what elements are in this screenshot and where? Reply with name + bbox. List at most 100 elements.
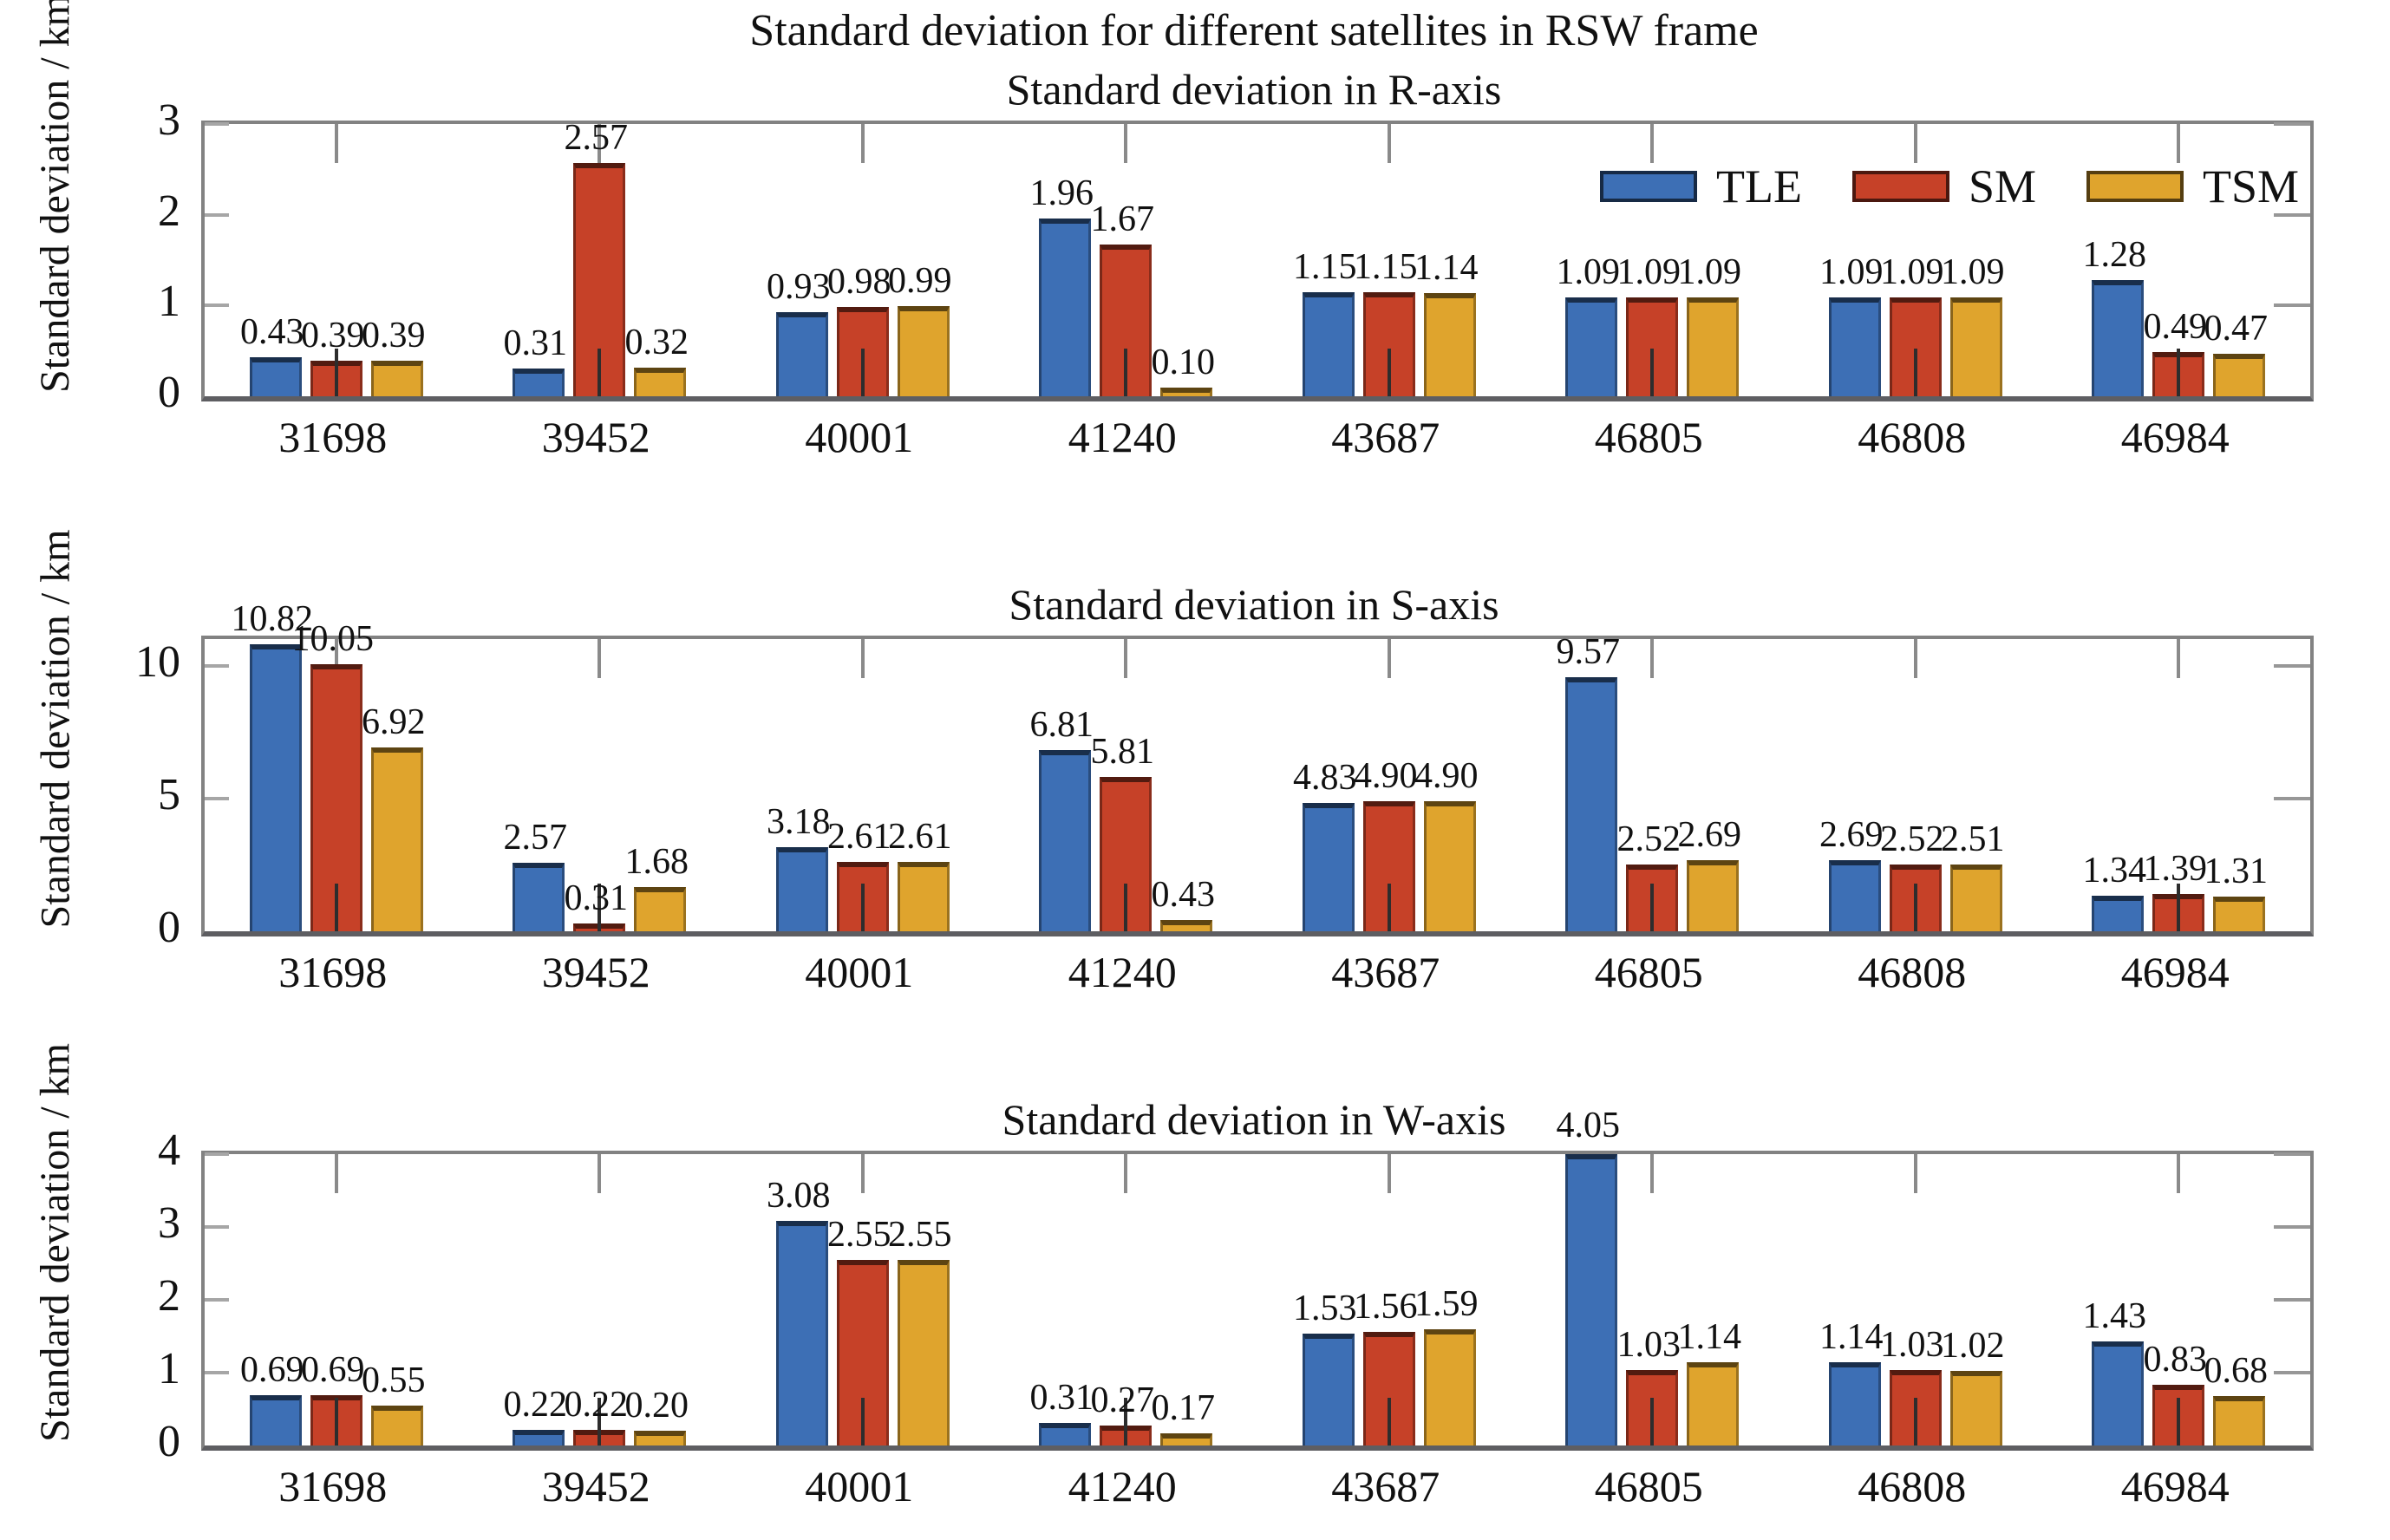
bar-value-label: 0.69 xyxy=(301,1350,365,1391)
bar-tsm xyxy=(370,1405,423,1445)
bar-value-label: 2.52 xyxy=(1880,819,1944,859)
bar-value-label: 0.93 xyxy=(767,266,831,307)
bar-tle xyxy=(1039,750,1092,931)
bar-tle xyxy=(1039,218,1092,396)
bar-tle xyxy=(513,1429,565,1445)
x-tick-mark xyxy=(598,1154,602,1193)
satellite-id-label: 43687 xyxy=(1331,948,1440,996)
x-tick-mark xyxy=(860,1154,865,1193)
panel-title-r-axis: Standard deviation in R-axis xyxy=(1006,65,1502,114)
x-tick-mark xyxy=(598,884,602,931)
satellite-id-label: 46984 xyxy=(2120,1462,2230,1511)
bar-value-label: 1.14 xyxy=(1677,1317,1742,1358)
satellite-id-label: 46808 xyxy=(1858,948,1967,996)
x-tick-mark xyxy=(1650,124,1655,163)
bar-value-label: 0.43 xyxy=(1151,874,1216,915)
bar-tsm xyxy=(1160,387,1213,396)
bar-value-label: 1.14 xyxy=(1414,247,1479,288)
bar-tle xyxy=(775,311,828,396)
satellite-id-label: 46808 xyxy=(1858,1462,1967,1511)
bar-tsm xyxy=(897,1259,950,1445)
y-tick-mark xyxy=(2274,122,2310,126)
y-tick-mark xyxy=(205,212,229,217)
x-tick-mark xyxy=(334,1154,338,1193)
y-tick-mark xyxy=(205,1225,229,1229)
figure-title: Standard deviation for different satelli… xyxy=(749,6,1759,55)
bar-value-label: 4.90 xyxy=(1414,755,1479,796)
satellite-id-label: 43687 xyxy=(1331,1462,1440,1511)
bar-tle xyxy=(775,846,828,931)
bar-value-label: 1.15 xyxy=(1293,246,1357,287)
bar-value-label: 3.18 xyxy=(767,801,831,842)
bar-tsm xyxy=(1949,297,2002,396)
bar-tsm xyxy=(634,367,687,396)
bar-tle xyxy=(1565,676,1618,931)
y-tick-mark xyxy=(205,122,229,126)
x-tick-mark xyxy=(1387,124,1391,163)
x-tick-mark xyxy=(860,349,865,396)
bar-value-label: 0.10 xyxy=(1151,342,1216,382)
bar-value-label: 6.81 xyxy=(1029,705,1094,746)
bar-value-label: 0.22 xyxy=(564,1384,629,1425)
satellite-id-label: 46805 xyxy=(1594,948,1703,996)
x-tick-mark xyxy=(2177,349,2181,396)
bar-tsm xyxy=(370,747,423,931)
bar-tle xyxy=(1828,297,1881,396)
satellite-id-label: 31698 xyxy=(278,413,388,461)
x-tick-mark xyxy=(2177,1398,2181,1445)
x-tick-mark xyxy=(1124,884,1128,931)
y-tick-mark xyxy=(2274,663,2310,668)
bar-tsm xyxy=(1160,919,1213,931)
x-tick-mark xyxy=(1650,1154,1655,1193)
legend-item-tsm: TSM xyxy=(2086,163,2299,210)
bar-value-label: 10.82 xyxy=(231,598,314,639)
legend-item-tle: TLE xyxy=(1600,163,1802,210)
bar-tsm xyxy=(2213,896,2266,931)
bar-value-label: 2.52 xyxy=(1616,819,1681,859)
x-tick-mark xyxy=(1124,1398,1128,1445)
bar-tle xyxy=(513,368,565,396)
x-tick-mark xyxy=(860,884,865,931)
y-tick-mark xyxy=(2274,796,2310,800)
bar-tsm xyxy=(370,361,423,396)
bar-value-label: 1.53 xyxy=(1293,1289,1357,1329)
y-tick-mark xyxy=(2274,1225,2310,1229)
y-tick-mark xyxy=(205,663,229,668)
bar-value-label: 0.99 xyxy=(888,261,952,302)
bar-value-label: 0.31 xyxy=(564,878,629,918)
x-tick-mark xyxy=(2177,639,2181,678)
bar-value-label: 0.98 xyxy=(827,262,891,303)
x-tick-mark xyxy=(1124,1154,1128,1193)
y-tick-label: 0 xyxy=(158,903,180,952)
bar-tle xyxy=(2092,1341,2145,1445)
bar-tsm xyxy=(1949,865,2002,931)
bar-value-label: 1.15 xyxy=(1354,246,1418,287)
y-tick-mark xyxy=(2274,212,2310,217)
bar-value-label: 1.09 xyxy=(1616,251,1681,292)
bar-value-label: 4.90 xyxy=(1354,755,1418,796)
plot-area-w-axis xyxy=(201,1151,2314,1451)
satellite-id-label: 41240 xyxy=(1068,1462,1177,1511)
bar-tle xyxy=(1302,1334,1355,1445)
bar-value-label: 2.61 xyxy=(888,817,952,858)
x-tick-mark xyxy=(1650,1398,1655,1445)
bar-value-label: 2.69 xyxy=(1819,814,1884,855)
legend-label-tle: TLE xyxy=(1716,160,1802,212)
bar-value-label: 2.51 xyxy=(1941,819,2005,860)
bar-tsm xyxy=(1423,800,1476,931)
bar-value-label: 1.09 xyxy=(1941,251,2005,292)
plot-area-s-axis xyxy=(201,636,2314,936)
bar-tsm xyxy=(1423,292,1476,396)
bar-sm xyxy=(1362,800,1415,931)
bar-tle xyxy=(1828,1362,1881,1445)
y-tick-mark xyxy=(205,1298,229,1302)
bar-tle xyxy=(249,1395,302,1445)
y-tick-label: 0 xyxy=(158,368,180,417)
x-tick-mark xyxy=(1913,1398,1917,1445)
bar-tle xyxy=(249,356,302,396)
x-tick-mark xyxy=(598,124,602,163)
satellite-id-label: 31698 xyxy=(278,948,388,996)
bar-value-label: 2.57 xyxy=(503,818,568,858)
y-tick-label: 5 xyxy=(158,769,180,819)
bar-value-label: 0.43 xyxy=(240,311,304,352)
